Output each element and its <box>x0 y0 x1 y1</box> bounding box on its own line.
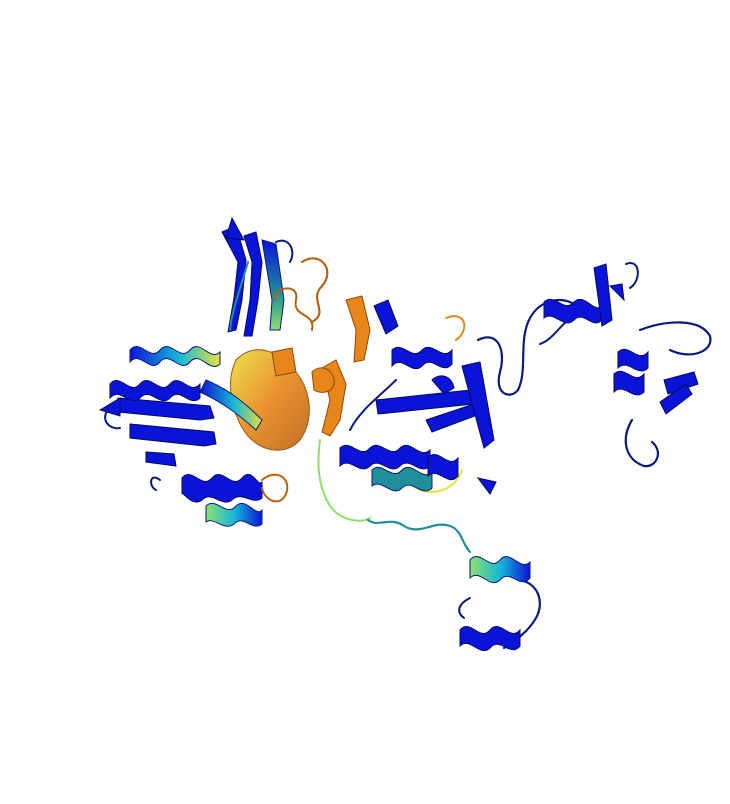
central-core <box>199 295 371 451</box>
right-core-domain <box>339 299 497 495</box>
far-right-domain <box>543 263 699 415</box>
tail-helices <box>459 556 531 651</box>
left-beta-sheet <box>98 216 285 467</box>
left-helices <box>109 346 263 527</box>
